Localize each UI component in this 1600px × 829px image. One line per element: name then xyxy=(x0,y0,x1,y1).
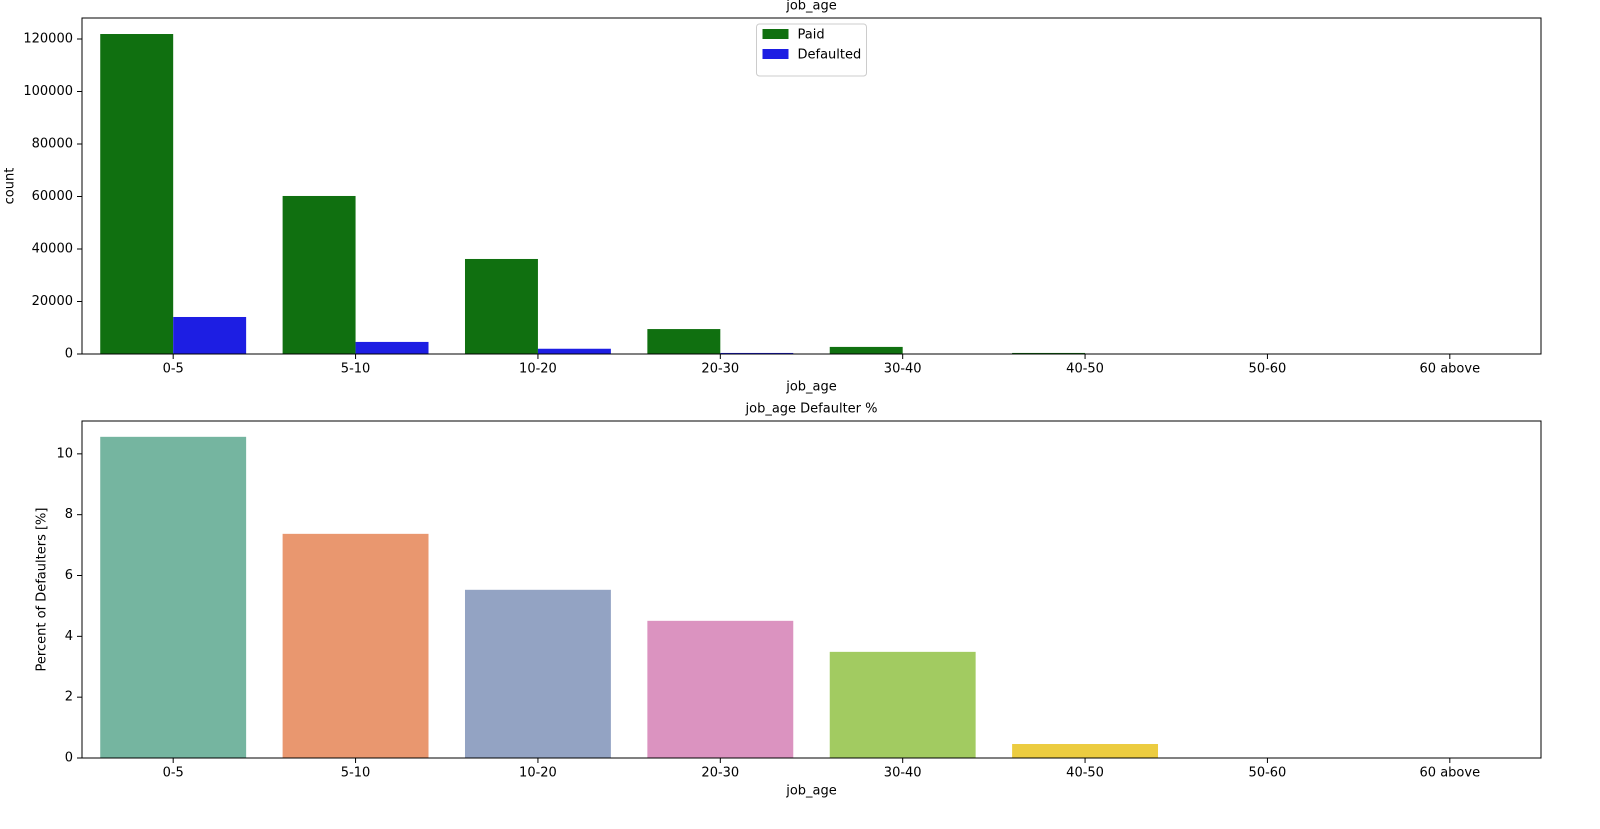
y-axis-label: count xyxy=(3,168,18,205)
bar xyxy=(720,352,794,354)
y-tick-label: 6 xyxy=(65,568,73,583)
bar xyxy=(1012,744,1159,758)
bar xyxy=(100,436,247,758)
x-tick-label: 5-10 xyxy=(341,766,371,781)
x-tick-label: 50-60 xyxy=(1249,362,1287,377)
x-tick-label: 20-30 xyxy=(701,766,739,781)
bar xyxy=(282,533,429,758)
x-tick-label: 30-40 xyxy=(884,362,922,377)
x-tick-label: 30-40 xyxy=(884,766,922,781)
x-tick-label: 50-60 xyxy=(1249,766,1287,781)
y-tick-label: 10 xyxy=(56,446,73,461)
y-tick-label: 80000 xyxy=(32,137,73,152)
legend-swatch xyxy=(762,49,789,59)
y-tick-label: 8 xyxy=(65,507,73,522)
y-tick-label: 0 xyxy=(65,347,73,362)
legend-label: Defaulted xyxy=(798,48,862,63)
y-tick-label: 20000 xyxy=(32,294,73,309)
bar xyxy=(647,329,721,354)
bar xyxy=(282,195,356,354)
bar xyxy=(464,589,611,758)
y-tick-label: 2 xyxy=(65,690,73,705)
plot-frame xyxy=(81,17,1542,355)
x-tick-label: 10-20 xyxy=(519,362,557,377)
bar xyxy=(100,34,174,354)
x-tick-label: 60 above xyxy=(1420,766,1481,781)
x-axis-label: job_age xyxy=(785,380,837,395)
bar xyxy=(355,341,429,354)
plot-frame xyxy=(81,420,1542,759)
y-tick-label: 0 xyxy=(65,751,73,766)
x-tick-label: 5-10 xyxy=(341,362,371,377)
bar xyxy=(464,258,538,354)
bar xyxy=(829,346,903,354)
x-axis-label: job_age xyxy=(785,784,837,799)
bar xyxy=(647,620,794,758)
x-tick-label: 40-50 xyxy=(1066,362,1104,377)
bar xyxy=(829,651,976,758)
bar xyxy=(537,348,611,354)
y-tick-label: 60000 xyxy=(32,189,73,204)
y-tick-label: 4 xyxy=(65,629,73,644)
legend-swatch xyxy=(762,29,789,39)
y-tick-label: 100000 xyxy=(23,84,73,99)
x-tick-label: 40-50 xyxy=(1066,766,1104,781)
x-tick-label: 20-30 xyxy=(701,362,739,377)
chart-title: job_age xyxy=(785,0,837,14)
y-tick-label: 40000 xyxy=(32,242,73,257)
x-tick-label: 10-20 xyxy=(519,766,557,781)
x-tick-label: 0-5 xyxy=(163,362,184,377)
chart-title: job_age Defaulter % xyxy=(745,402,878,417)
bar xyxy=(1012,352,1086,354)
x-tick-label: 0-5 xyxy=(163,766,184,781)
y-tick-label: 120000 xyxy=(23,32,73,47)
y-axis-label: Percent of Defaulters [%] xyxy=(35,508,50,672)
x-tick-label: 60 above xyxy=(1420,362,1481,377)
bar xyxy=(173,316,247,354)
legend-label: Paid xyxy=(798,28,825,43)
